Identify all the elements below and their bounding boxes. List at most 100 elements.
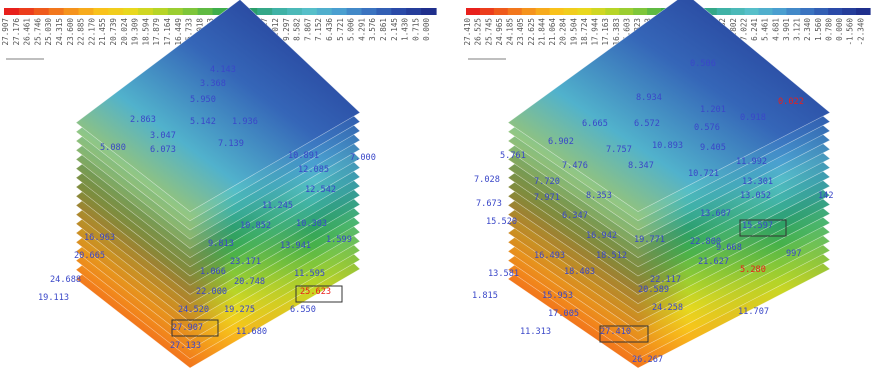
contour-value-label: 13.581: [488, 269, 519, 279]
legend-swatch: [108, 8, 124, 15]
contour-value-label: 8.353: [586, 191, 612, 201]
contour-value-label: 27.133: [170, 341, 201, 351]
legend-swatch: [716, 8, 732, 15]
legend-value: 6.241: [750, 18, 759, 41]
legend-swatch: [406, 8, 422, 15]
legend-value: 1.430: [401, 18, 410, 41]
legend-value: 3.121: [793, 18, 802, 41]
contour-value-label: 16.963: [84, 233, 115, 243]
contour-value-label: 19.275: [224, 305, 255, 315]
legend-swatch: [167, 8, 184, 15]
contour-value-label: 10.852: [240, 221, 271, 231]
contour-value-label: 9.405: [700, 143, 726, 153]
contour-value-label: 5.080: [100, 143, 126, 153]
legend-value: 7.022: [739, 18, 748, 41]
legend-swatch: [842, 8, 857, 15]
legend-value: 24.315: [55, 18, 64, 45]
legend-swatch: [18, 8, 35, 15]
legend-value: 16.449: [174, 18, 183, 46]
floor-slab: [507, 0, 831, 212]
legend-swatch: [647, 8, 662, 15]
legend-value: 21.455: [98, 18, 107, 45]
contour-value-label: 5.142: [190, 117, 216, 127]
contour-value-label: 17.005: [548, 309, 579, 319]
contour-value-label: 1.599: [326, 235, 352, 245]
contour-value-label: 7.971: [534, 193, 560, 203]
contour-value-label: 5.761: [500, 151, 526, 161]
legend-swatch: [123, 8, 139, 15]
contour-value-label: 13.941: [280, 241, 311, 251]
floor-stack: [507, 0, 831, 369]
legend-value: 8.582: [293, 18, 302, 41]
legend-value: 10.012: [271, 18, 280, 45]
contour-value-label: 1.066: [200, 267, 226, 277]
contour-value-label: 7.476: [562, 161, 588, 171]
highlight-box: [295, 285, 343, 303]
contour-value-label: 7.028: [474, 175, 500, 185]
contour-value-label: 24.520: [178, 305, 209, 315]
legend-swatch: [48, 8, 65, 15]
legend-value: 0.780: [824, 18, 833, 41]
legend-value: 18.724: [580, 18, 589, 46]
legend-swatch: [182, 8, 199, 15]
contour-value-label: 15.597: [742, 221, 773, 231]
contour-value-label: 9.668: [716, 243, 742, 253]
contour-value-label: 13.052: [740, 191, 771, 201]
contour-value-label: 24.688: [50, 275, 81, 285]
contour-value-label: 12.542: [305, 185, 336, 195]
contour-value-label: 25.623: [300, 287, 331, 297]
legend-value: -1.560: [846, 18, 855, 46]
contour-value-label: 7.673: [476, 199, 502, 209]
legend-value: 0.715: [411, 18, 420, 41]
legend-swatch: [301, 8, 318, 15]
legend-swatch: [591, 8, 606, 15]
legend-swatch: [4, 8, 20, 15]
legend-swatch: [730, 8, 746, 15]
legend-swatch: [361, 8, 378, 15]
legend-swatch: [856, 8, 871, 15]
legend-swatch: [197, 8, 214, 15]
contour-value-label: 27.410: [600, 327, 631, 337]
contour-value-label: 6.572: [634, 119, 660, 129]
legend-value: 5.006: [347, 18, 356, 41]
legend-value: 16.383: [612, 18, 621, 45]
contour-value-label: 5.280: [740, 265, 766, 275]
contour-value-label: 3.047: [150, 131, 176, 141]
contour-value-label: 6.550: [290, 305, 316, 315]
legend-value: 17.163: [601, 18, 610, 45]
contour-value-label: 20.665: [74, 251, 105, 261]
legend-value: 21.844: [537, 18, 546, 46]
legend-value: 20.284: [559, 18, 568, 46]
legend-value: 27.907: [1, 18, 10, 45]
legend-swatch: [758, 8, 774, 15]
legend-swatch: [331, 8, 348, 15]
contour-value-label: 16.942: [586, 231, 617, 241]
contour-value-label: 4.143: [210, 65, 236, 75]
legend-value: 17.944: [591, 18, 600, 46]
contour-plot-left: 27.907 27.176 26.461 25.746 25.030 24.315 23.6…: [1, 0, 437, 369]
legend-value: 17.879: [152, 18, 161, 46]
contour-value-label: 11.595: [294, 269, 325, 279]
legend-swatch: [272, 8, 288, 15]
legend-value: 24.185: [506, 18, 515, 45]
legend-value: 20.739: [109, 18, 118, 46]
legend-swatch: [619, 8, 634, 15]
contour-plot-right: 27.410 26.525 25.745 24.965 24.185 23.405 22.6…: [463, 0, 871, 369]
contour-panel-right: 27.410 26.525 25.745 24.965 24.185 23.405 22.6…: [438, 0, 875, 376]
legend-value: 3.901: [782, 18, 791, 41]
legend-value: 27.176: [12, 18, 21, 46]
legend-swatch: [138, 8, 154, 15]
highlight-box: [171, 319, 219, 337]
contour-value-label: 20.589: [638, 285, 669, 295]
legend-swatch: [744, 8, 760, 15]
contour-value-label: 27.907: [172, 323, 203, 333]
legend-value: 20.024: [120, 18, 129, 46]
legend-swatch: [828, 8, 843, 15]
legend-value: 21.064: [548, 18, 557, 46]
contour-value-label: 19.771: [634, 235, 665, 245]
legend-value: 7.867: [303, 18, 312, 41]
legend-value: 2.861: [379, 18, 388, 41]
highlight-box: [739, 219, 787, 237]
contour-value-label: 15.953: [542, 291, 573, 301]
contour-value-label: 26.267: [632, 355, 663, 365]
